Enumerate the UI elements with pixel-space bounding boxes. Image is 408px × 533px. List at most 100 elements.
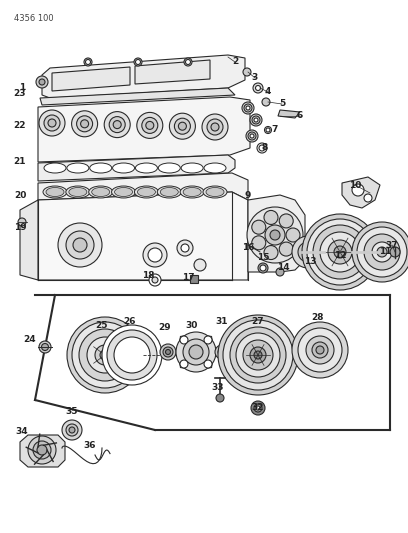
- Circle shape: [243, 340, 273, 370]
- Circle shape: [316, 346, 324, 354]
- Circle shape: [204, 336, 212, 344]
- Circle shape: [255, 85, 260, 91]
- Polygon shape: [20, 435, 65, 467]
- Ellipse shape: [204, 163, 226, 173]
- Text: 14: 14: [277, 263, 289, 272]
- Text: 13: 13: [304, 257, 316, 266]
- Circle shape: [113, 120, 121, 128]
- Polygon shape: [42, 55, 245, 98]
- Circle shape: [84, 58, 92, 66]
- Text: 20: 20: [14, 191, 26, 200]
- Circle shape: [251, 401, 265, 415]
- Circle shape: [176, 332, 216, 372]
- Ellipse shape: [158, 163, 180, 173]
- Circle shape: [69, 427, 75, 433]
- Circle shape: [242, 102, 254, 114]
- Circle shape: [265, 225, 285, 245]
- Circle shape: [87, 337, 123, 373]
- Circle shape: [72, 322, 138, 388]
- Ellipse shape: [67, 163, 89, 173]
- Circle shape: [236, 333, 280, 377]
- Circle shape: [107, 330, 157, 380]
- Bar: [190, 275, 198, 283]
- Circle shape: [334, 246, 346, 258]
- Circle shape: [286, 228, 300, 242]
- Polygon shape: [342, 177, 380, 208]
- Circle shape: [252, 116, 260, 124]
- Text: 4356 100: 4356 100: [14, 14, 53, 23]
- Circle shape: [174, 118, 191, 134]
- Circle shape: [298, 328, 342, 372]
- Circle shape: [258, 263, 268, 273]
- Text: 31: 31: [216, 318, 228, 327]
- Circle shape: [148, 248, 162, 262]
- Circle shape: [169, 113, 195, 139]
- Circle shape: [328, 240, 352, 264]
- Text: 28: 28: [312, 313, 324, 322]
- Circle shape: [246, 130, 258, 142]
- Circle shape: [86, 60, 91, 64]
- Text: 29: 29: [159, 324, 171, 333]
- Circle shape: [218, 348, 226, 356]
- Circle shape: [320, 232, 360, 272]
- Circle shape: [252, 236, 266, 250]
- Text: 32: 32: [252, 403, 264, 413]
- Ellipse shape: [115, 188, 133, 197]
- Circle shape: [109, 117, 125, 133]
- Polygon shape: [135, 60, 210, 84]
- Circle shape: [364, 234, 400, 270]
- Circle shape: [180, 336, 188, 344]
- Circle shape: [279, 242, 293, 256]
- Circle shape: [279, 214, 293, 228]
- Circle shape: [166, 350, 171, 354]
- Circle shape: [28, 436, 56, 464]
- Circle shape: [270, 230, 280, 240]
- Circle shape: [372, 242, 392, 262]
- Circle shape: [135, 60, 140, 64]
- Circle shape: [276, 268, 284, 276]
- Ellipse shape: [69, 188, 87, 197]
- Circle shape: [264, 211, 278, 224]
- Circle shape: [312, 342, 328, 358]
- Circle shape: [62, 420, 82, 440]
- Circle shape: [66, 424, 78, 436]
- Text: 3: 3: [252, 74, 258, 83]
- Ellipse shape: [160, 188, 178, 197]
- Circle shape: [114, 337, 150, 373]
- Circle shape: [104, 111, 130, 138]
- Polygon shape: [180, 336, 191, 346]
- Circle shape: [302, 214, 378, 290]
- Ellipse shape: [180, 186, 204, 198]
- Circle shape: [39, 79, 45, 85]
- Ellipse shape: [113, 163, 135, 173]
- Circle shape: [215, 345, 229, 359]
- Circle shape: [254, 118, 258, 122]
- Circle shape: [313, 225, 367, 279]
- Text: 33: 33: [212, 384, 224, 392]
- Ellipse shape: [203, 186, 227, 198]
- Ellipse shape: [46, 188, 64, 197]
- Circle shape: [39, 110, 65, 136]
- Circle shape: [18, 218, 26, 226]
- Circle shape: [218, 315, 298, 395]
- Ellipse shape: [44, 163, 66, 173]
- Text: 9: 9: [245, 190, 251, 199]
- Circle shape: [189, 345, 203, 359]
- Text: 35: 35: [66, 408, 78, 416]
- Text: 1: 1: [19, 84, 25, 93]
- Polygon shape: [202, 358, 212, 368]
- Circle shape: [264, 126, 271, 133]
- Ellipse shape: [90, 163, 112, 173]
- Circle shape: [36, 76, 48, 88]
- Polygon shape: [248, 195, 305, 272]
- Ellipse shape: [134, 186, 158, 198]
- Circle shape: [220, 350, 224, 354]
- Text: 15: 15: [257, 254, 269, 262]
- Text: 10: 10: [349, 181, 361, 190]
- Circle shape: [77, 116, 93, 132]
- Circle shape: [250, 114, 262, 126]
- Text: 25: 25: [96, 320, 108, 329]
- Text: 26: 26: [124, 318, 136, 327]
- Circle shape: [248, 132, 256, 140]
- Polygon shape: [20, 200, 38, 280]
